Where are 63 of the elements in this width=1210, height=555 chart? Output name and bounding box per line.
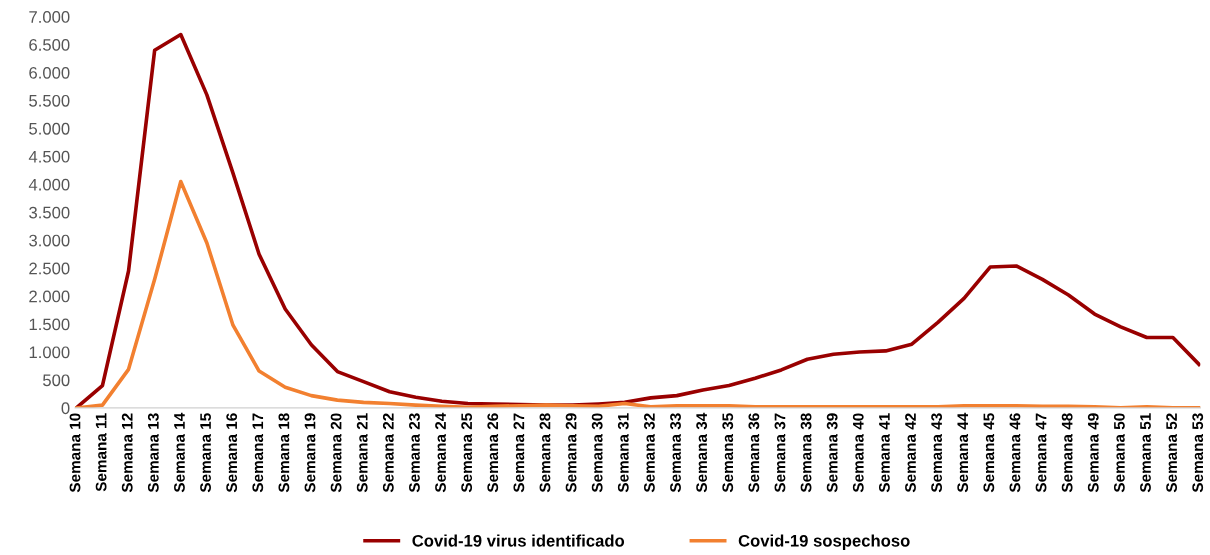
x-tick-label: Semana 36 — [748, 413, 760, 493]
x-tick-label: Semana 15 — [200, 413, 211, 493]
legend-label: Covid-19 sospechoso — [738, 534, 910, 550]
x-tick-label: Semana 32 — [644, 413, 655, 493]
x-tick-label: Semana 22 — [382, 413, 394, 493]
x-tick-label: Semana 21 — [356, 413, 368, 493]
x-tick-label: Semana 10 — [69, 413, 81, 493]
y-tick-label: 7.000 — [29, 11, 70, 23]
x-tick-label: Semana 17 — [252, 413, 264, 493]
x-tick-label: Semana 38 — [800, 413, 812, 493]
x-tick-label: Semana 34 — [696, 412, 708, 493]
x-tick-label: Semana 28 — [539, 413, 551, 493]
x-tick-label: Semana 47 — [1035, 413, 1047, 493]
y-tick-label: 4.000 — [28, 178, 70, 191]
y-tick-label: 2.000 — [29, 290, 70, 303]
x-tick-label: Semana 31 — [617, 413, 629, 493]
x-tick-label: Semana 16 — [226, 413, 238, 493]
x-tick-label: Semana 37 — [774, 413, 786, 493]
x-tick-label: Semana 46 — [1009, 413, 1021, 493]
x-tick-label: Semana 42 — [905, 413, 916, 493]
x-tick-label: Semana 39 — [826, 413, 838, 493]
y-tick-label: 4.500 — [28, 150, 70, 163]
x-tick-label: Semana 24 — [435, 412, 446, 493]
y-tick-label: 1.500 — [29, 318, 70, 331]
x-tick-label: Semana 20 — [330, 413, 342, 493]
x-tick-label: Semana 14 — [174, 412, 185, 493]
y-tick-label: 1.000 — [29, 346, 70, 359]
x-tick-label: Semana 53 — [1192, 413, 1204, 493]
x-tick-label: Semana 40 — [852, 413, 864, 493]
y-tick-label: 3.000 — [29, 234, 70, 247]
x-tick-label: Semana 18 — [278, 413, 290, 493]
x-tick-label: Semana 44 — [957, 412, 969, 493]
x-tick-label: Semana 11 — [95, 413, 107, 492]
x-tick-label: Semana 48 — [1061, 413, 1073, 493]
x-tick-label: Semana 23 — [409, 413, 420, 493]
line-series — [75, 32, 1201, 408]
x-tick-label: Semana 27 — [513, 413, 525, 493]
y-tick-label: 6.000 — [29, 66, 70, 79]
y-tick-label: 6.500 — [29, 39, 70, 51]
x-tick-label: Semana 12 — [121, 413, 133, 493]
x-tick-label: Semana 30 — [591, 413, 603, 493]
y-tick-label: 5.000 — [29, 122, 70, 135]
y-tick-label: 3.500 — [29, 206, 70, 219]
x-tick-label: Semana 49 — [1087, 413, 1099, 493]
y-tick-label: 2.500 — [29, 262, 70, 275]
x-tick-label: Semana 33 — [670, 413, 681, 493]
x-tick-label: Semana 19 — [304, 413, 316, 493]
line-series — [75, 179, 1201, 408]
y-tick-label: 0 — [61, 402, 70, 415]
x-tick-label: Semana 51 — [1140, 413, 1151, 493]
x-tick-label: Semana 25 — [461, 413, 473, 493]
x-tick-label: Semana 13 — [147, 413, 159, 493]
x-tick-label: Semana 45 — [983, 413, 995, 493]
x-tick-label: Semana 43 — [931, 413, 943, 493]
x-tick-label: Semana 52 — [1166, 413, 1178, 493]
y-tick-label: 5.500 — [29, 94, 70, 107]
x-tick-label: Semana 26 — [487, 413, 499, 493]
x-tick-label: Semana 35 — [722, 413, 734, 493]
x-tick-label: Semana 50 — [1113, 413, 1125, 493]
x-tick-label: Semana 41 — [878, 413, 890, 493]
y-tick-label: 500 — [43, 374, 70, 387]
legend-label: Covid-19 virus identificado — [412, 534, 625, 547]
x-tick-label: Semana 29 — [565, 413, 577, 493]
